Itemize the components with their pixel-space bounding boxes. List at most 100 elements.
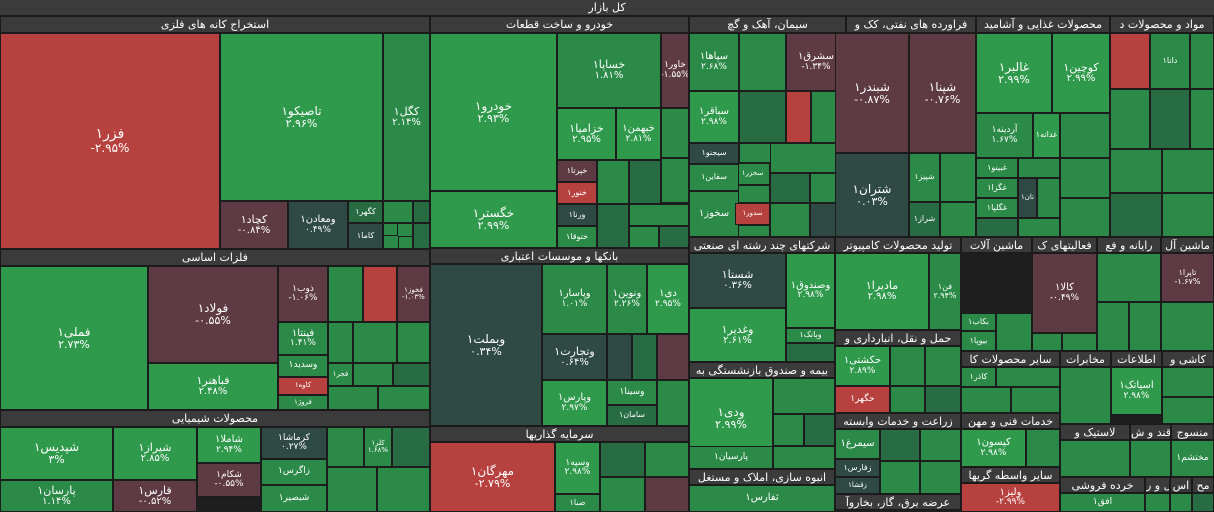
treemap-cell[interactable] [1110,33,1150,89]
stock-tile[interactable]: پارسیان۱ [689,446,773,469]
stock-tile[interactable]: غبینو۱ [976,158,1018,178]
stock-tile[interactable]: شراز۱ [909,202,940,237]
treemap-cell[interactable] [1162,193,1214,237]
treemap-cell[interactable] [657,380,689,426]
treemap-cell[interactable] [353,322,397,363]
stock-tile[interactable]: ونوین۱ ۲.۲۶% [607,264,647,334]
treemap-cell[interactable] [1145,493,1170,512]
stock-tile[interactable]: شاملا۱ ۲.۹۴% [197,427,261,463]
treemap-cell[interactable] [645,442,689,477]
stock-tile[interactable]: فزر۱ -۲.۹۵% [0,33,220,249]
stock-tile[interactable]: کلر۱ ۱.۶۸% [364,427,392,467]
sector-header[interactable]: کاشی و [1162,351,1214,367]
treemap-cell[interactable] [1161,302,1214,351]
stock-tile[interactable]: سیجنو۱ [689,143,739,164]
sector-header[interactable]: شرکتهای چند رشته ای صنعتی [689,237,835,253]
treemap-cell[interactable] [739,91,786,143]
sector-header[interactable]: هتل و ر [1145,477,1170,493]
stock-tile[interactable]: تاصیکو۱ ۲.۹۶% [220,33,383,201]
sector-header[interactable]: سایر واسطه گریها [961,467,1060,483]
sector-header[interactable]: لاستیک و [1060,424,1130,440]
treemap-cell[interactable] [377,467,430,512]
treemap-cell[interactable] [327,427,364,467]
stock-tile[interactable]: حگهر۱ [835,386,890,413]
treemap-cell[interactable] [1190,33,1214,89]
treemap-cell[interactable] [1170,493,1192,512]
sector-header[interactable]: عرضه برق، گاز، بخاروآ [835,494,961,510]
stock-tile[interactable]: وبملت۱ ۰.۳۴% [430,264,542,426]
treemap-cell[interactable] [1162,367,1214,397]
treemap-cell[interactable] [632,334,657,380]
sector-header[interactable]: قند و ش [1130,424,1171,440]
treemap-cell[interactable] [1162,397,1214,424]
stock-tile[interactable]: وتجارت۱ ۰.۶۴% [542,334,607,380]
stock-tile[interactable]: کالا۱ -۰.۴۹% [1032,253,1097,333]
treemap-cell[interactable] [739,33,786,91]
stock-tile[interactable]: وپارس۱ ۲.۹۷% [542,380,607,426]
stock-tile[interactable]: فارس۱ -۰.۵۲% [113,480,197,512]
sector-header[interactable]: حمل و نقل، انبارداری و [835,330,961,346]
stock-tile[interactable]: سامان۱ [607,405,657,426]
treemap-cell[interactable] [1060,440,1130,477]
treemap-cell[interactable] [363,266,397,322]
treemap-cell[interactable] [413,201,430,223]
treemap-cell[interactable] [880,461,920,494]
sector-header[interactable]: استخراج کانه های فلزی [0,16,430,33]
treemap-cell[interactable] [770,203,810,237]
treemap-cell[interactable] [770,143,846,173]
treemap-cell[interactable] [786,91,811,143]
stock-tile[interactable]: فملی۱ ۲.۷۳% [0,266,148,410]
sector-header[interactable]: خدمات فنی و مهن [961,413,1060,429]
stock-tile[interactable]: کچاد۱ -۰.۸۴% [220,201,288,249]
sector-header[interactable]: خرده فروشی [1060,477,1145,493]
stock-tile[interactable]: زقشا۱ [835,477,880,494]
stock-tile[interactable]: افق۱ [1060,493,1145,512]
treemap-cell[interactable] [383,223,398,236]
stock-tile[interactable]: فن۱ ۲.۹۴% [929,253,961,330]
treemap-cell[interactable] [996,367,1060,387]
treemap-cell[interactable] [353,363,393,386]
treemap-cell[interactable] [1190,89,1214,149]
sector-header[interactable]: تولید محصولات کامپیوتر [835,237,961,253]
stock-tile[interactable]: شپنا۱ -۰.۷۶% [909,33,976,153]
stock-tile[interactable]: فروژ۱ [278,395,328,410]
sector-header[interactable]: بانکها و موسسات اعتباری [430,248,689,264]
stock-tile[interactable]: ثفارس۱ [689,485,835,512]
stock-tile[interactable]: صبا۱ [555,494,600,512]
treemap-cell[interactable] [413,223,430,249]
treemap-cell[interactable] [597,204,629,248]
treemap-cell[interactable] [1060,367,1111,424]
stock-tile[interactable]: وپاسار۱ ۱.۰۱% [542,264,607,334]
treemap-cell[interactable] [804,414,835,446]
treemap-cell[interactable] [773,446,835,469]
stock-tile[interactable]: دی۱ ۲.۹۵% [647,264,689,334]
treemap-cell[interactable] [1130,440,1171,477]
treemap-cell[interactable] [1011,387,1060,413]
stock-tile[interactable]: سپاها۱ ۲.۶۸% [689,33,739,91]
sector-header[interactable]: فراورده های نفتی، کک و [846,16,976,33]
sector-header[interactable]: ماشین آل [1161,237,1214,253]
sector-header[interactable]: منسوج [1171,424,1214,440]
stock-tile[interactable]: وصندوق۱ ۲.۹۸% [786,253,835,328]
stock-tile[interactable]: وسینا۱ [607,380,657,405]
stock-tile[interactable]: زفارس۱ [835,459,880,477]
stock-tile[interactable]: کاما۱ [348,223,383,249]
stock-tile[interactable]: شبندر۱ -۰.۸۷% [835,33,909,153]
stock-tile[interactable]: وسدید۱ [278,355,328,377]
stock-tile[interactable]: فولاد۱ -۰.۵۵% [148,266,278,363]
treemap-cell[interactable] [786,343,835,362]
treemap-cell[interactable] [629,160,661,204]
sector-header[interactable]: ماشین آلات [961,237,1032,253]
treemap-cell[interactable] [398,236,413,249]
treemap-cell[interactable] [735,225,770,237]
treemap-cell[interactable] [327,467,377,512]
treemap-cell[interactable] [880,429,920,461]
stock-tile[interactable]: بکاب۱ [961,313,996,331]
stock-tile[interactable]: خگستر۱ ۲.۹۹% [430,191,557,248]
treemap-cell[interactable] [328,322,353,363]
stock-tile[interactable]: وبانک۱ [786,328,835,343]
stock-tile[interactable]: خنور۱ [557,182,597,204]
stock-tile[interactable]: شتران۱ ۰.۰۳% [835,153,909,237]
treemap-cell[interactable] [1060,198,1110,237]
stock-tile[interactable]: فخوز۱ -۱.۰۳% [397,266,430,322]
